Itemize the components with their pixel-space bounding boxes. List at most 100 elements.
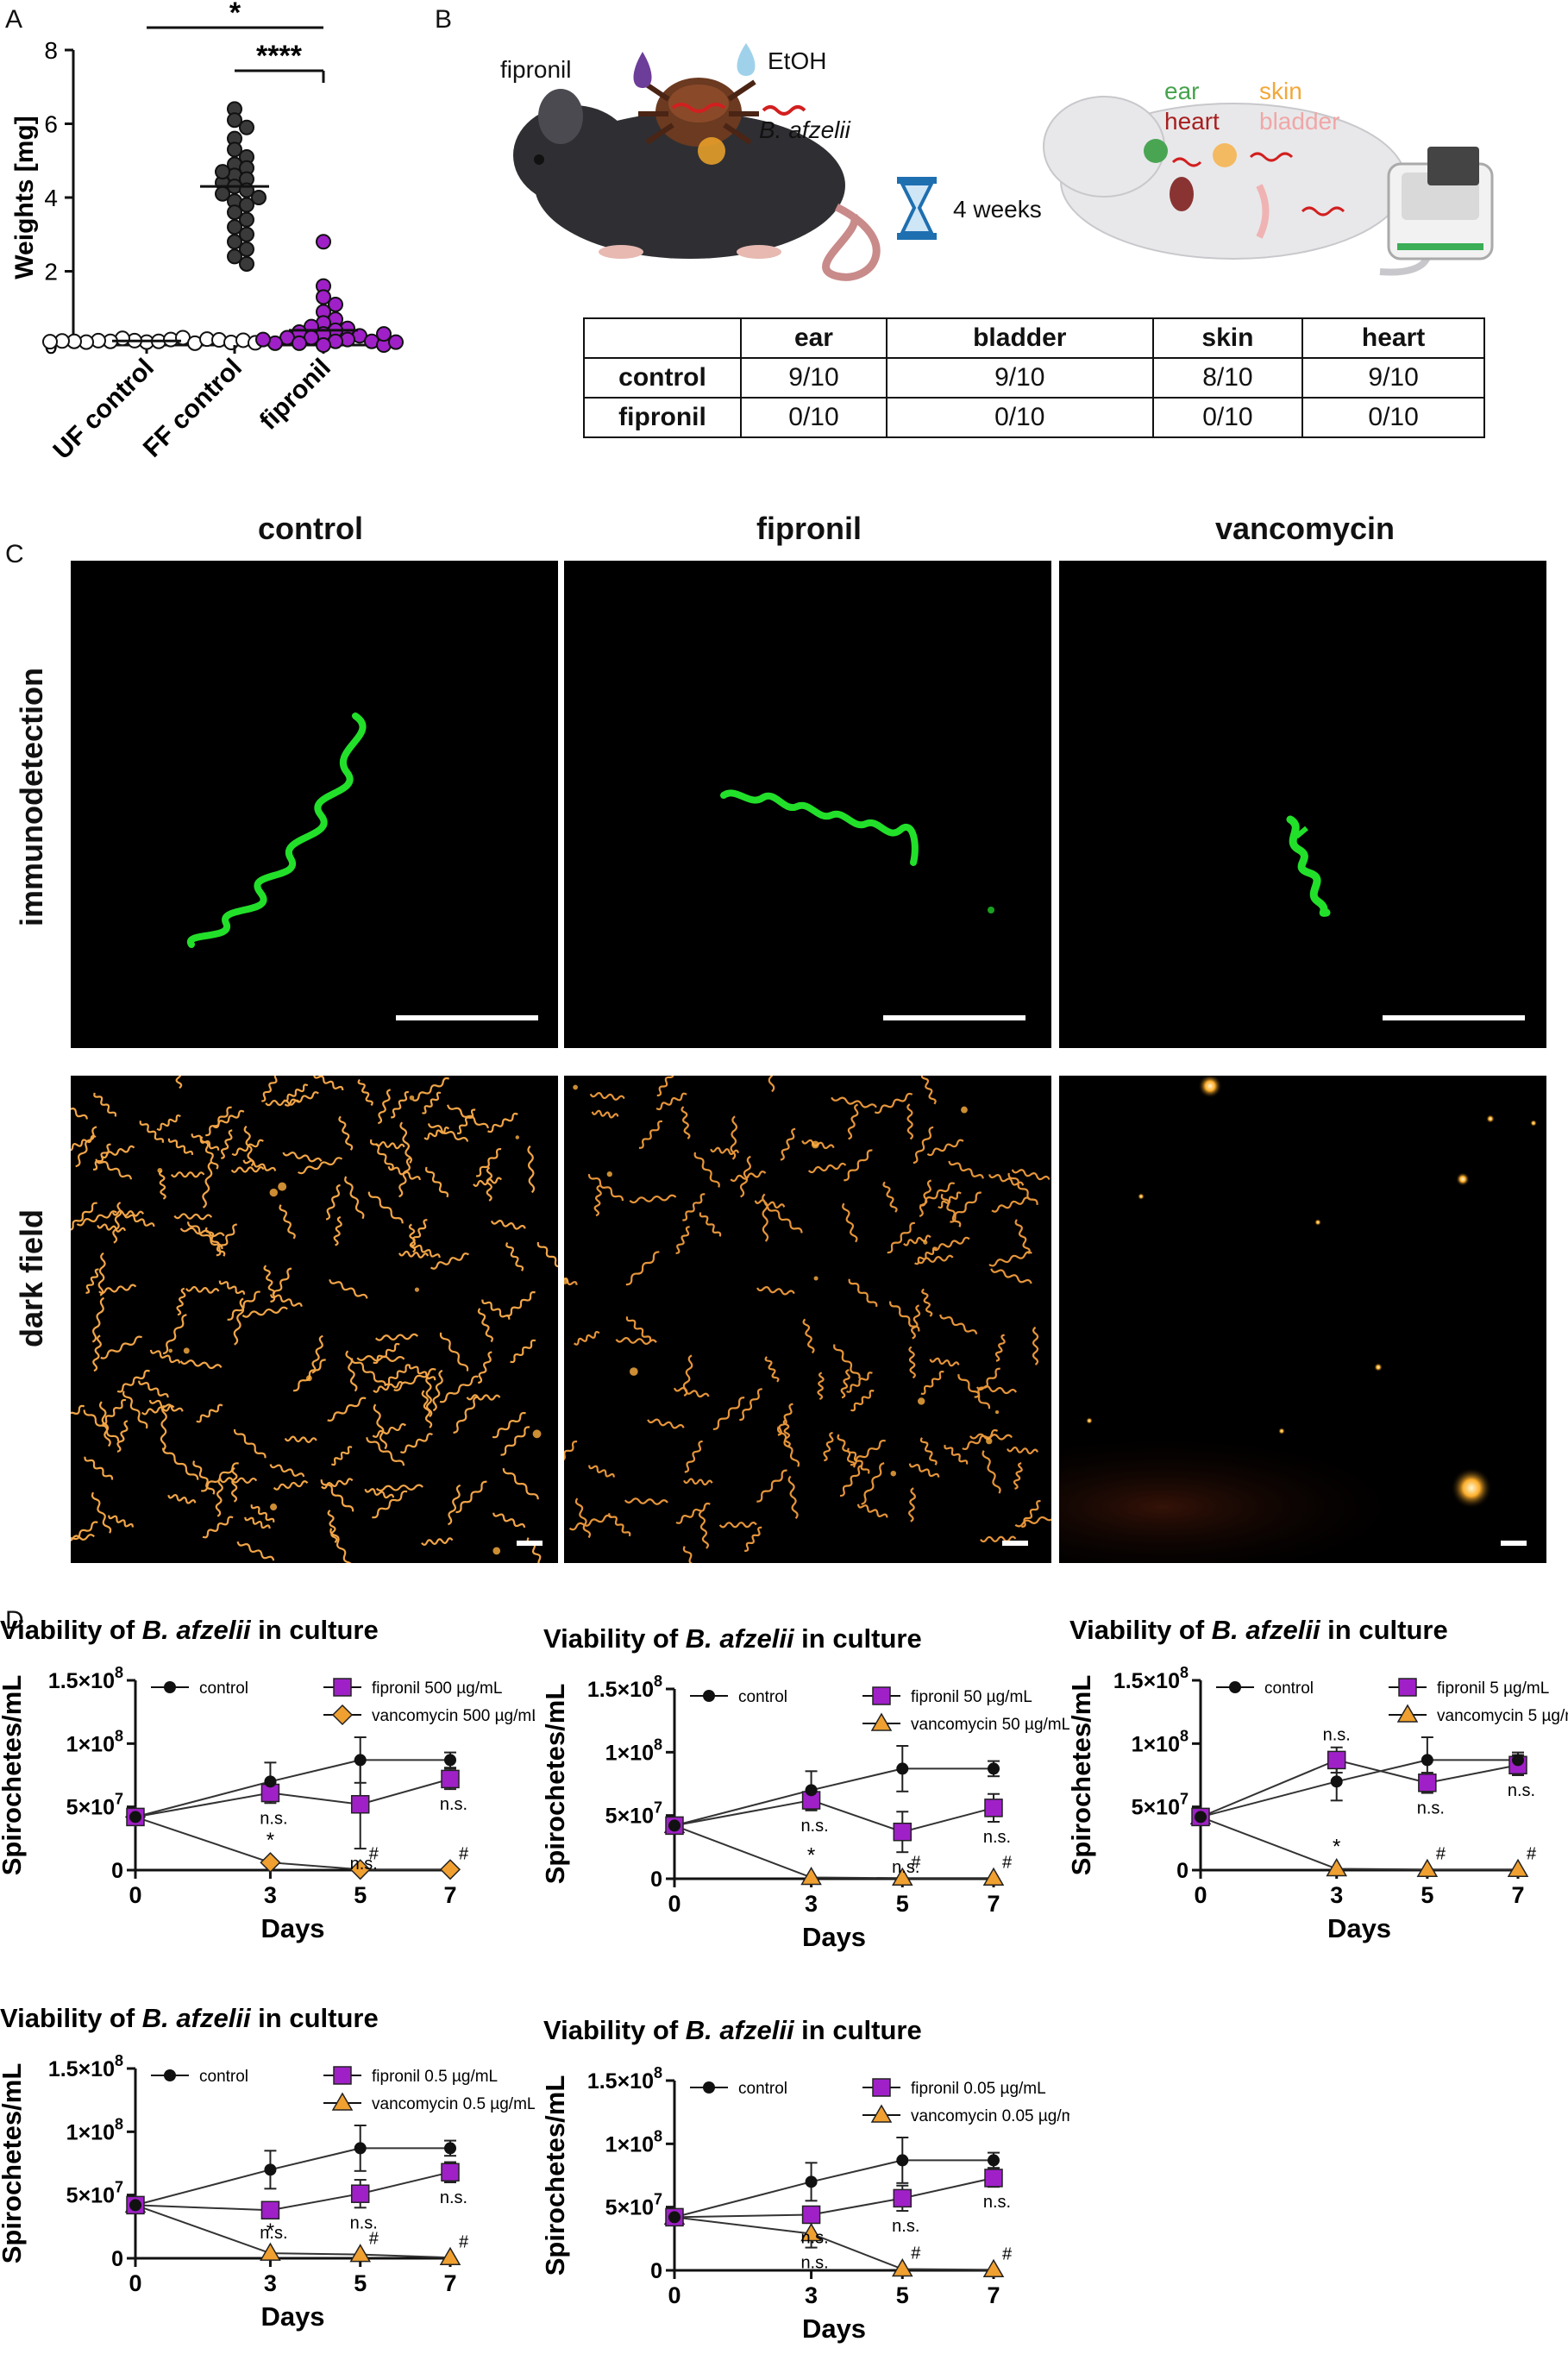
spirochete-shape [116, 1420, 129, 1453]
bright-particle [923, 1240, 928, 1245]
x-tick-label: 3 [805, 2282, 818, 2308]
significance-label: **** [256, 40, 303, 72]
data-point [984, 1799, 1003, 1817]
spirochete-shape [887, 1221, 915, 1254]
legend-label: vancomycin 0.5 µg/mL [372, 2095, 535, 2113]
significance-label: n.s. [800, 1817, 828, 1836]
y-tick-label: 0 [650, 1868, 662, 1892]
spirochete-shape [921, 1288, 933, 1317]
spirochete-shape [780, 1127, 796, 1161]
legend-marker [164, 1681, 176, 1693]
spirochete-shape [141, 1404, 175, 1416]
spirochete-shape [848, 1278, 878, 1308]
panel-letter-d: D [5, 1606, 24, 1635]
spirochete-shape [807, 1162, 847, 1174]
spirochete-shape [948, 1160, 984, 1179]
y-axis-label: Spirochetes/mL [540, 2075, 570, 2276]
spirochete-shape [988, 1251, 1032, 1267]
data-point [1421, 1754, 1433, 1767]
label-bladder: bladder [1259, 108, 1339, 135]
spirochete-shape [842, 1202, 858, 1243]
x-tick-label: fipronil [254, 354, 336, 436]
significance-label: n.s. [350, 1855, 378, 1874]
data-point [982, 2258, 1005, 2278]
spirochete-shape [615, 1337, 657, 1346]
hourglass-icon [897, 177, 937, 240]
spirochete-shape [938, 1191, 962, 1209]
series-line [674, 2176, 994, 2219]
significance-label: n.s. [800, 2228, 828, 2247]
spirochete-shape [698, 1510, 709, 1549]
bright-particle [564, 1278, 568, 1284]
bright-particle [890, 1470, 897, 1477]
spirochete-shape [244, 1516, 271, 1529]
spirochete-shape [505, 1241, 524, 1271]
spirochete-shape [71, 1404, 85, 1428]
spirochete-shape [847, 1447, 870, 1474]
chart-title: Viability of B. afzelii in culture [0, 1615, 379, 1645]
scale-bar [1383, 1015, 1525, 1020]
viability-chart-0-05: Viability of B. afzelii in culture 0 5×107… [540, 2015, 1069, 2344]
spirochete-shape [840, 1369, 850, 1399]
x-tick-label: 7 [443, 1882, 456, 1908]
spirochete-shape [833, 1344, 861, 1379]
spirochete-shape [364, 1488, 395, 1499]
table-header-cell: bladder [885, 317, 1154, 359]
data-point [227, 234, 242, 250]
micrograph-immunodetection-control [71, 561, 558, 1048]
spirochete-shape [270, 1267, 292, 1303]
data-point [129, 1811, 141, 1824]
spirochete-shape [173, 1213, 213, 1221]
spirochete-shape [1007, 1172, 1038, 1205]
spirochete-shape [929, 1357, 960, 1367]
spirochete-shape [270, 1294, 303, 1307]
spirochete-shape [162, 1447, 199, 1480]
y-tick-label: 2 [44, 259, 58, 286]
bright-particle [813, 1276, 818, 1281]
spirochete-shape [377, 1089, 392, 1125]
significance-label: * [267, 2219, 274, 2243]
spirochete-shape [196, 1403, 223, 1423]
bright-particle [515, 1135, 520, 1139]
spirochete-shape [100, 1145, 135, 1159]
data-point [1327, 1750, 1346, 1770]
spirochete-shape [95, 1158, 133, 1180]
spirochete-shape [269, 1464, 305, 1478]
bright-particle [414, 1287, 419, 1292]
y-axis-label: Spirochetes/mL [540, 1684, 570, 1885]
y-tick-label: 8 [44, 37, 58, 64]
spirochete-shape [766, 1206, 803, 1234]
significance-label: n.s. [350, 2213, 378, 2232]
fipronil-drop-icon [633, 52, 652, 88]
significance-label: * [1333, 1836, 1340, 1859]
spirochete-shape [93, 1092, 117, 1117]
legend-label: control [738, 2080, 787, 2098]
spirochete-shape [338, 1115, 354, 1151]
spirochete-shape [939, 1314, 978, 1334]
y-tick-label: 5×107 [66, 1791, 123, 1820]
spirochete-shape [889, 1301, 920, 1332]
spirochete-shape [219, 1477, 258, 1484]
spirochete-shape [957, 1373, 991, 1409]
viability-chart-500: Viability of B. afzelii in culture 0 5×107… [0, 1615, 535, 1943]
label-heart: heart [1164, 108, 1220, 135]
spirochete-shape [926, 1139, 964, 1157]
x-tick-label: 7 [443, 2270, 456, 2296]
data-point [354, 2142, 367, 2155]
spirochete-shape [574, 1497, 592, 1539]
spirochete-shape [817, 1372, 825, 1400]
x-tick-label: 3 [805, 1891, 818, 1917]
spirochete-shape [221, 1129, 233, 1159]
spirochete-shape [192, 1460, 216, 1495]
spirochete-shape [564, 1441, 578, 1471]
significance-label: # [459, 2232, 469, 2251]
spirochete-shape [861, 1462, 885, 1505]
table-cell: 0/10 [1301, 397, 1485, 438]
data-point [1326, 1858, 1348, 1877]
data-point [227, 112, 242, 129]
y-tick-label: 5×107 [1132, 1791, 1189, 1820]
data-point [255, 331, 271, 348]
data-point [129, 2199, 141, 2212]
spirochete-shape [656, 1076, 676, 1097]
significance-label: n.s. [983, 1828, 1011, 1847]
